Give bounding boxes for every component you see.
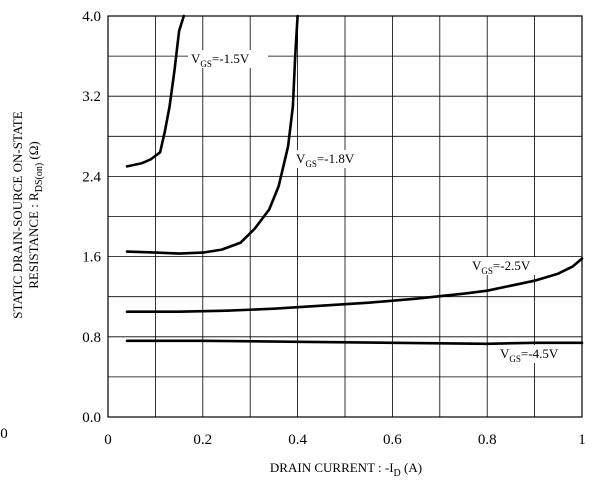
y-axis-title-line1: STATIC DRAIN-SOURCE ON-STATE — [10, 111, 25, 318]
x-tick-label: 0.2 — [193, 432, 212, 448]
x-tick-label: 0 — [104, 432, 112, 448]
y-tick-label: 2.4 — [82, 169, 101, 185]
y-axis-title: STATIC DRAIN-SOURCE ON-STATE RESISTANCE … — [10, 111, 45, 318]
x-tick-label-layer: 0 0.2 0.4 0.6 0.8 1 — [104, 432, 586, 448]
series-label-1: VGS=-1.5V — [191, 51, 250, 69]
x-tick-label: 0.6 — [383, 432, 402, 448]
grid-layer — [108, 16, 582, 417]
y-tick-label: 3.2 — [82, 89, 101, 105]
y-tick-label: 4.0 — [82, 9, 101, 25]
y-tick-label: 0.0 — [82, 410, 101, 426]
series-line-3 — [125, 257, 584, 313]
series-label-4: VGS=-4.5V — [500, 346, 559, 364]
y-tick-label: 1.6 — [82, 250, 101, 266]
series-label-background — [188, 50, 268, 68]
series-label-background — [497, 345, 577, 363]
y-tick-label: 0.8 — [82, 330, 101, 346]
series-label-3: VGS=-2.5V — [472, 258, 531, 276]
x-tick-label: 1 — [578, 432, 586, 448]
stray-zero-label: 0 — [0, 426, 8, 442]
series-line-4 — [125, 339, 584, 346]
series-label-background — [469, 257, 549, 275]
series-label-2: VGS=-1.8V — [296, 151, 355, 169]
plot-frame — [107, 15, 583, 418]
y-axis-title-line2: RESISTANCE : RDS(on) (Ω) — [26, 141, 45, 289]
series-line-2 — [125, 14, 299, 255]
curve-layer — [125, 14, 584, 346]
y-tick-label-layer: 0.0 0.8 1.6 2.4 3.2 4.0 — [82, 9, 101, 426]
series-line-1 — [125, 14, 186, 168]
curve-label-layer: VGS=-1.5V VGS=-1.8V VGS=-2.5V VGS=-4.5V — [188, 50, 577, 364]
series-label-background — [293, 150, 373, 168]
x-axis-title: DRAIN CURRENT : -ID (A) — [270, 460, 422, 479]
x-tick-label: 0.8 — [478, 432, 497, 448]
x-tick-label: 0.4 — [288, 432, 307, 448]
